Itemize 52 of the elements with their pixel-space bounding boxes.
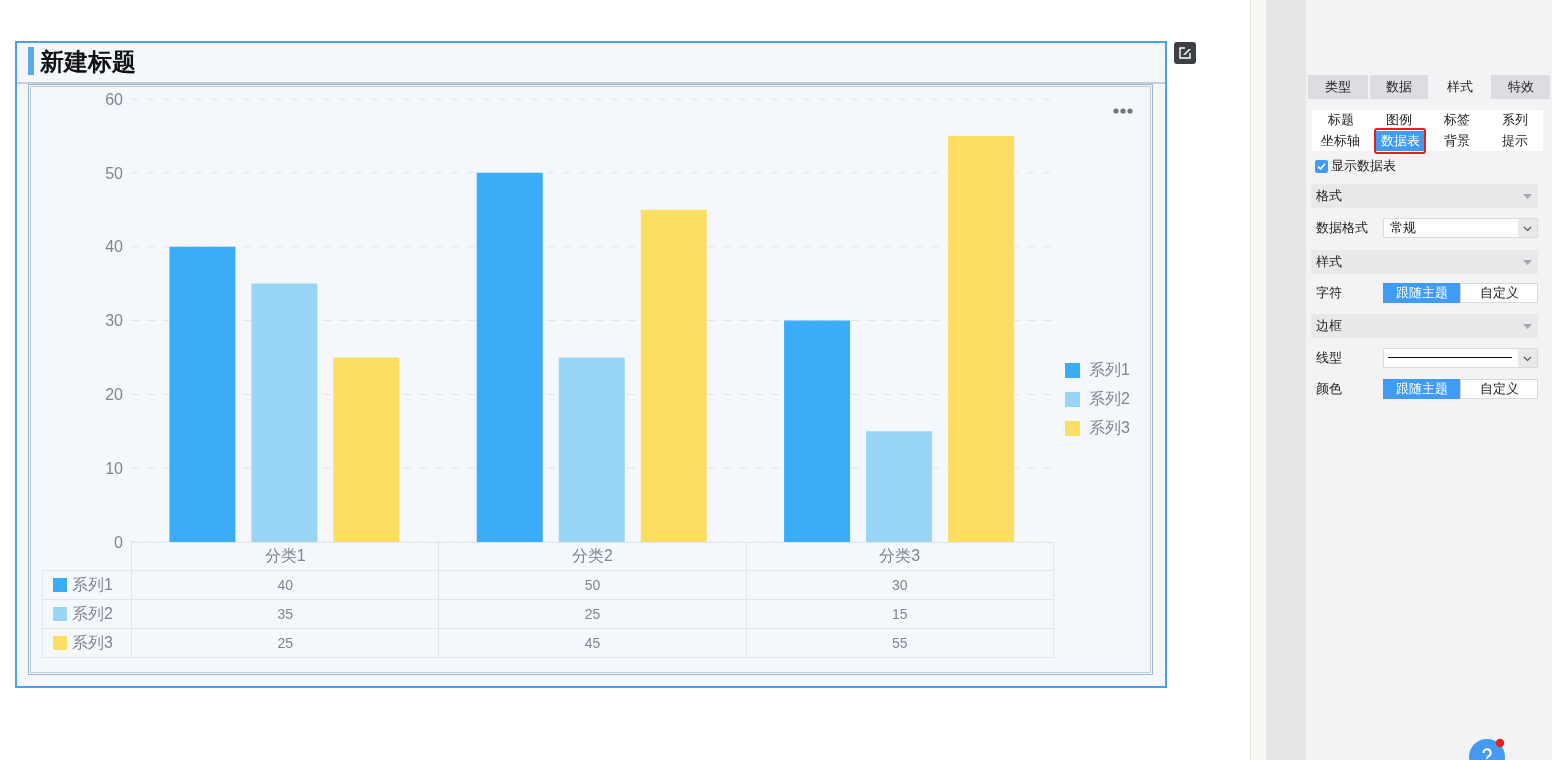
data-label: 45	[438, 628, 747, 658]
text: 线型	[1316, 350, 1342, 365]
chart-title: 新建标题	[40, 48, 136, 75]
section-header: 样式	[1311, 250, 1538, 274]
y-tick-label: 20	[105, 386, 124, 404]
data-label: 25	[438, 599, 747, 629]
bar	[558, 357, 625, 542]
y-tick-label: 30	[105, 312, 124, 330]
bar	[784, 320, 851, 542]
tab: 特效	[1491, 75, 1550, 99]
y-tick-label: 50	[105, 164, 124, 182]
tab: 类型	[1308, 75, 1368, 99]
tab: 数据表	[1376, 131, 1424, 151]
toggle-button: 自定义	[1460, 283, 1538, 303]
y-tick-label: 60	[105, 90, 124, 108]
bar	[169, 246, 236, 542]
tab: 数据	[1370, 75, 1428, 99]
bar	[640, 209, 707, 542]
y-tick-label: 10	[105, 459, 124, 477]
x-tick-label: 分类1	[264, 546, 306, 566]
data-label: 40	[131, 570, 440, 600]
text: 字符	[1316, 285, 1342, 300]
toggle-button: 跟随主题	[1383, 379, 1460, 399]
text: 数据格式	[1316, 220, 1368, 235]
section-header: 边框	[1311, 314, 1538, 338]
bar	[333, 357, 400, 542]
text: 颜色	[1316, 381, 1342, 396]
section-header: 格式	[1311, 184, 1538, 208]
dropdown: 常规	[1383, 218, 1538, 238]
x-tick-label: 分类2	[572, 546, 613, 566]
legend-label: 系列3	[1089, 418, 1130, 438]
y-tick-label: 40	[105, 238, 124, 256]
data-label: 50	[438, 570, 747, 600]
data-label: 35	[131, 599, 440, 629]
toggle-button: 跟随主题	[1383, 283, 1460, 303]
text: 显示数据表	[1331, 157, 1396, 175]
data-label: 30	[745, 570, 1054, 600]
data-label: 15	[745, 599, 1054, 629]
y-tick-label: 0	[114, 533, 124, 551]
legend-label: 系列2	[72, 603, 113, 624]
legend-label: 系列1	[72, 574, 113, 595]
text: 系列3	[72, 633, 113, 651]
x-tick-label: 分类3	[879, 546, 921, 566]
bar	[251, 283, 318, 542]
bar	[948, 135, 1015, 542]
text: 系列1	[1089, 361, 1130, 378]
data-label: 55	[745, 628, 1054, 658]
text: 系列2	[1089, 390, 1130, 407]
bar	[866, 431, 933, 542]
bar	[476, 172, 543, 542]
toggle-button: 自定义	[1460, 379, 1538, 399]
data-label: 25	[131, 628, 440, 658]
